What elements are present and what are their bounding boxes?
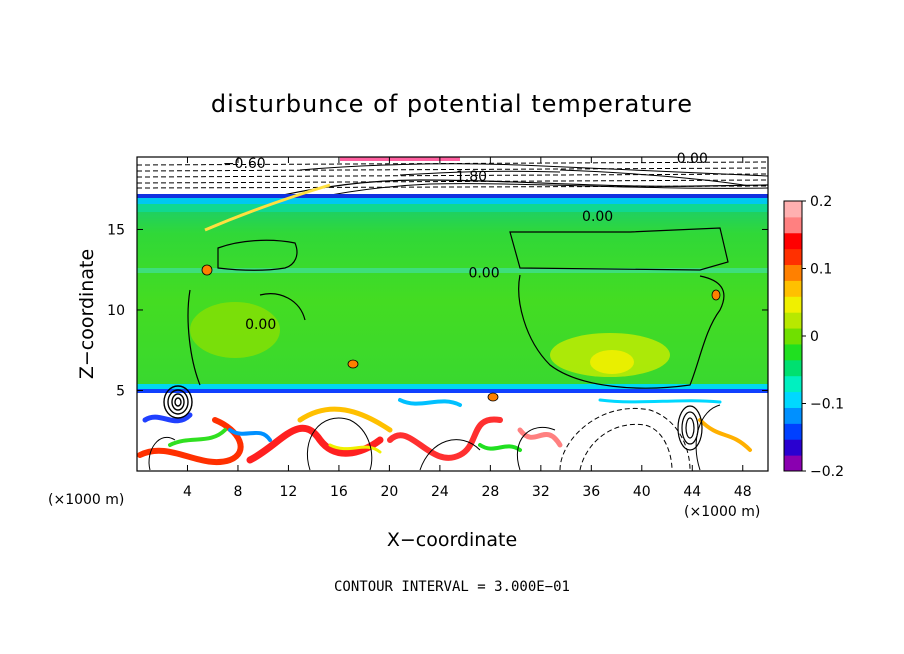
x-tick-label-8: 36 [582, 484, 600, 500]
plot-area [137, 157, 768, 471]
left-vortex [163, 385, 193, 419]
cyan-stripe [137, 268, 768, 273]
colorbar-swatch-15 [784, 216, 802, 234]
colorbar-tick-label-3: −0.1 [810, 397, 844, 413]
x-tick-label-5: 24 [431, 484, 449, 500]
y-tick-label-1: 10 [107, 303, 125, 319]
colorbar-swatch-8 [784, 328, 802, 345]
x-tick-label-2: 12 [280, 484, 298, 500]
contour-interval-footer: CONTOUR INTERVAL = 3.000E−01 [334, 579, 570, 595]
colorbar-swatch-9 [784, 312, 802, 329]
x-tick-label-4: 20 [380, 484, 398, 500]
lower-band-cyan [137, 384, 768, 389]
lower-contours [148, 404, 721, 471]
x-tick-label-1: 8 [233, 484, 242, 500]
y-axis-label: Z−coordinate [76, 249, 98, 379]
x-unit-right: (×1000 m) [684, 504, 760, 520]
contour-label-0: 0.00 [582, 209, 613, 225]
lower-band-blue [137, 389, 768, 393]
x-unit-left: (×1000 m) [48, 492, 124, 508]
colorbar-swatch-3 [784, 407, 802, 424]
upper-pink-band [340, 157, 460, 161]
warm-patch-right-core [590, 350, 634, 374]
x-tick-label-3: 16 [330, 484, 348, 500]
x-tick-label-9: 40 [633, 484, 651, 500]
x-tick-label-6: 28 [481, 484, 499, 500]
small-blobs [201, 264, 721, 402]
y-axis: 5 10 15 [107, 222, 768, 399]
tropopause-band-mid [137, 198, 768, 204]
x-tick-label-10: 44 [683, 484, 701, 500]
colorbar: 0.2 0.1 0 −0.1 −0.2 [783, 194, 844, 480]
chart-title: disturbunce of potential temperature [211, 90, 693, 118]
plot-frame [136, 156, 769, 472]
colorbar-swatch-2 [784, 423, 802, 440]
right-vortex [677, 405, 703, 451]
x-axis-label: X−coordinate [387, 529, 517, 551]
y-tick-label-2: 15 [107, 222, 125, 238]
x-tick-label-0: 4 [183, 484, 192, 500]
colorbar-tick-label-0: 0.2 [810, 194, 832, 210]
warm-patch-left [190, 302, 280, 358]
upper-contours [137, 161, 768, 226]
tropopause-band-low [137, 204, 768, 212]
colorbar-tick-label-2: 0 [810, 329, 819, 345]
colorbar-swatch-14 [784, 232, 802, 250]
colorbar-tick-label-1: 0.1 [810, 262, 832, 278]
x-tick-label-7: 32 [532, 484, 550, 500]
colorbar-swatch-5 [784, 375, 802, 393]
x-axis: 4 8 12 16 20 24 28 32 36 40 44 48 [183, 157, 752, 500]
colorbar-swatch-16 [784, 201, 802, 218]
colorbar-swatch-7 [784, 343, 802, 361]
colorbar-swatch-0 [784, 455, 802, 472]
colorbar-tick-label-4: −0.2 [810, 464, 844, 480]
contour-label-3: 1.80 [456, 169, 487, 185]
colorbar-swatch-12 [784, 264, 802, 281]
lower-turbulence [137, 398, 752, 465]
x-tick-label-11: 48 [734, 484, 752, 500]
colorbar-swatch-11 [784, 280, 802, 297]
green-field [137, 212, 768, 390]
colorbar-swatch-4 [784, 391, 802, 408]
zero-contours [187, 227, 729, 389]
tropopause-band-top [137, 194, 768, 198]
upper-streak [204, 183, 331, 232]
contour-label-4: −0.60 [223, 156, 266, 172]
colorbar-swatch-6 [784, 359, 802, 377]
contour-label-1: 0.00 [468, 266, 499, 282]
colorbar-swatch-1 [784, 439, 802, 456]
colorbar-swatch-10 [784, 296, 802, 313]
contour-label-2: 0.00 [245, 317, 276, 333]
colorbar-swatch-13 [784, 248, 802, 266]
y-tick-label-0: 5 [116, 383, 125, 399]
